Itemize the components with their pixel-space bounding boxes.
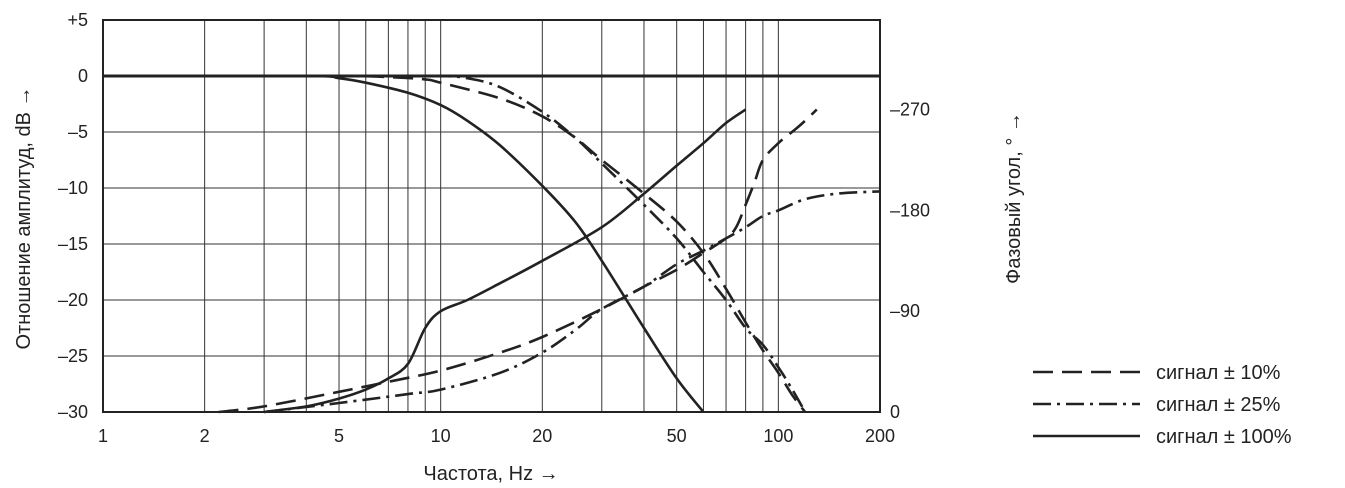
series-3-amplitude-line xyxy=(102,74,705,413)
x-tick-label: 10 xyxy=(431,426,451,446)
grid xyxy=(103,20,880,412)
y-tick-label: –30 xyxy=(58,402,88,422)
series-1-amplitude-line xyxy=(102,74,807,413)
tick-labels: 1 2 5 10 20 50 100 200 +5 0 –5 –10 –15 –20 –25 –30 –270 –… xyxy=(58,10,930,446)
y2-tick-label: –90 xyxy=(890,301,920,321)
x-tick-label: 20 xyxy=(532,426,552,446)
y2-axis-title: Фазовый угол, ° → xyxy=(1003,112,1025,284)
x-tick-label: 200 xyxy=(865,426,895,446)
legend: сигнал ± 10% сигнал ± 25% сигнал ± 100% xyxy=(1033,362,1292,448)
y-tick-label: –15 xyxy=(58,234,88,254)
x-tick-label: 1 xyxy=(98,426,108,446)
legend-label-3: сигнал ± 100% xyxy=(1156,426,1292,448)
y-tick-label: +5 xyxy=(67,10,88,30)
series-2-phase-line xyxy=(263,190,881,414)
x-axis-title: Частота, Hz → xyxy=(423,463,558,485)
y-tick-label: –25 xyxy=(58,346,88,366)
curves xyxy=(102,74,881,414)
series-1-phase-line xyxy=(218,108,818,414)
y-tick-label: –10 xyxy=(58,178,88,198)
series-2-amplitude-line xyxy=(102,74,807,413)
series-3-phase-line xyxy=(263,108,747,414)
x-tick-label: 100 xyxy=(763,426,793,446)
plot-frame xyxy=(102,19,881,413)
x-tick-label: 2 xyxy=(200,426,210,446)
y-tick-label: –5 xyxy=(68,122,88,142)
y2-tick-label: –270 xyxy=(890,100,930,120)
x-tick-label: 50 xyxy=(667,426,687,446)
y2-tick-label: 0 xyxy=(890,402,900,422)
legend-label-2: сигнал ± 25% xyxy=(1156,394,1281,416)
legend-label-1: сигнал ± 10% xyxy=(1156,362,1281,384)
y-axis-title: Отношение амплитуд, dB → xyxy=(13,86,35,349)
y2-tick-label: –180 xyxy=(890,200,930,220)
x-tick-label: 5 xyxy=(334,426,344,446)
y-tick-label: –20 xyxy=(58,290,88,310)
y-tick-label: 0 xyxy=(78,66,88,86)
